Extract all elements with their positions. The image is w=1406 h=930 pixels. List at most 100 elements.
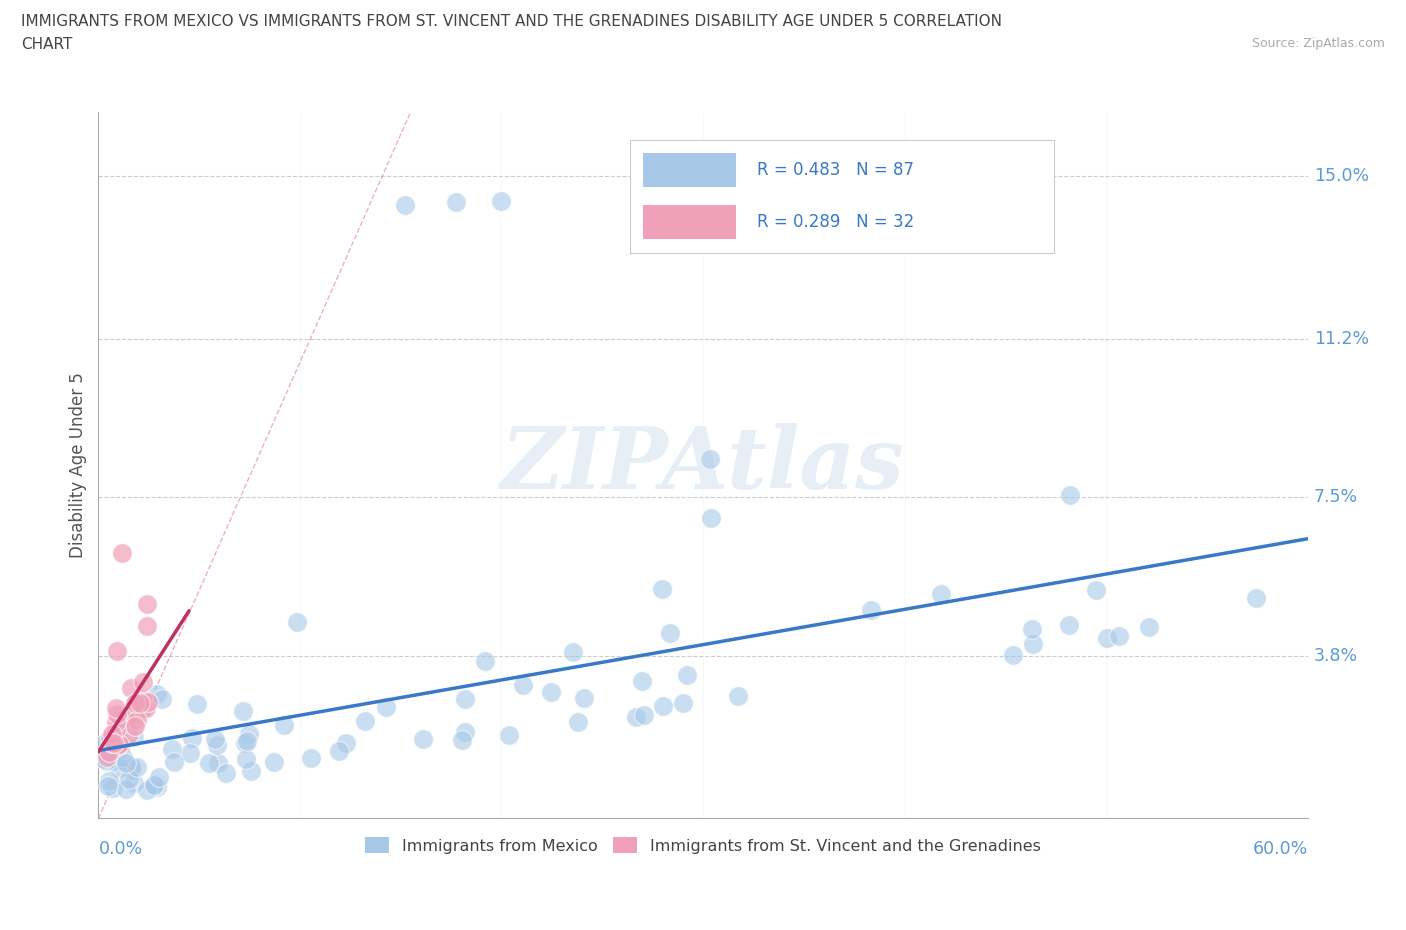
Point <box>105 644 128 658</box>
Point <box>124 696 146 711</box>
Text: Source: ZipAtlas.com: Source: ZipAtlas.com <box>1251 37 1385 50</box>
Point <box>394 197 416 212</box>
Point <box>238 727 260 742</box>
Point <box>1022 636 1045 651</box>
Point <box>700 511 723 525</box>
Text: 7.5%: 7.5% <box>1313 488 1358 506</box>
Point <box>512 677 534 692</box>
Point <box>652 699 675 714</box>
Text: 15.0%: 15.0% <box>1313 166 1369 185</box>
Point <box>624 710 647 724</box>
Point <box>135 700 157 715</box>
Point <box>450 732 472 747</box>
Point <box>1021 622 1043 637</box>
Legend: Immigrants from Mexico, Immigrants from St. Vincent and the Grenadines: Immigrants from Mexico, Immigrants from … <box>359 830 1047 860</box>
Point <box>1108 628 1130 643</box>
Point <box>160 741 183 756</box>
Point <box>143 777 166 792</box>
Point <box>105 707 128 722</box>
Point <box>100 736 122 751</box>
Point <box>96 750 118 764</box>
Point <box>163 755 186 770</box>
Point <box>114 782 136 797</box>
Y-axis label: Disability Age Under 5: Disability Age Under 5 <box>69 372 87 558</box>
Text: 60.0%: 60.0% <box>1253 840 1308 857</box>
Point <box>328 743 350 758</box>
Point <box>93 737 115 751</box>
Point <box>115 711 138 725</box>
Point <box>117 708 139 723</box>
Point <box>125 712 148 727</box>
Point <box>699 451 721 466</box>
Point <box>204 732 226 747</box>
Text: 0.0%: 0.0% <box>98 840 142 857</box>
Point <box>105 729 128 744</box>
Text: IMMIGRANTS FROM MEXICO VS IMMIGRANTS FROM ST. VINCENT AND THE GRENADINES DISABIL: IMMIGRANTS FROM MEXICO VS IMMIGRANTS FRO… <box>21 14 1002 29</box>
Point <box>111 750 134 764</box>
Point <box>103 736 125 751</box>
Point <box>540 684 562 699</box>
Point <box>375 699 398 714</box>
Point <box>104 752 127 767</box>
Point <box>108 737 131 751</box>
Point <box>859 603 882 618</box>
Point <box>335 736 357 751</box>
Point <box>630 673 652 688</box>
Point <box>567 714 589 729</box>
Point <box>94 746 117 761</box>
Point <box>103 780 125 795</box>
Point <box>474 654 496 669</box>
Point <box>489 193 512 208</box>
Point <box>215 765 238 780</box>
Point <box>1097 631 1119 645</box>
Point <box>454 724 477 739</box>
Point <box>120 762 142 777</box>
Point <box>179 745 201 760</box>
Point <box>120 760 142 775</box>
Point <box>117 772 139 787</box>
Point <box>118 726 141 741</box>
Point <box>135 782 157 797</box>
Point <box>108 761 131 776</box>
Point <box>150 692 173 707</box>
Point <box>94 753 117 768</box>
Point <box>136 597 159 612</box>
Point <box>98 731 121 746</box>
Point <box>727 688 749 703</box>
Point <box>273 718 295 733</box>
Point <box>353 714 375 729</box>
Point <box>207 756 229 771</box>
Point <box>1057 618 1080 632</box>
Point <box>454 691 477 706</box>
Point <box>412 732 434 747</box>
Point <box>235 752 257 767</box>
Point <box>148 769 170 784</box>
Point <box>104 715 127 730</box>
Point <box>1244 591 1267 606</box>
Point <box>124 698 146 713</box>
Point <box>142 778 165 793</box>
Point <box>235 734 257 749</box>
Point <box>100 727 122 742</box>
Point <box>671 696 693 711</box>
Point <box>633 708 655 723</box>
Point <box>104 700 127 715</box>
Point <box>651 582 673 597</box>
Point <box>240 764 263 778</box>
Point <box>285 615 308 630</box>
Point <box>132 674 155 689</box>
Point <box>120 681 142 696</box>
Point <box>105 722 128 737</box>
Point <box>136 618 159 633</box>
Point <box>181 731 204 746</box>
Point <box>1059 487 1081 502</box>
Text: 11.2%: 11.2% <box>1313 329 1369 348</box>
Point <box>97 778 120 793</box>
Point <box>232 703 254 718</box>
Point <box>233 736 256 751</box>
Point <box>186 697 208 711</box>
Point <box>122 776 145 790</box>
Point <box>444 195 467 210</box>
Point <box>561 644 583 659</box>
Point <box>1137 619 1160 634</box>
